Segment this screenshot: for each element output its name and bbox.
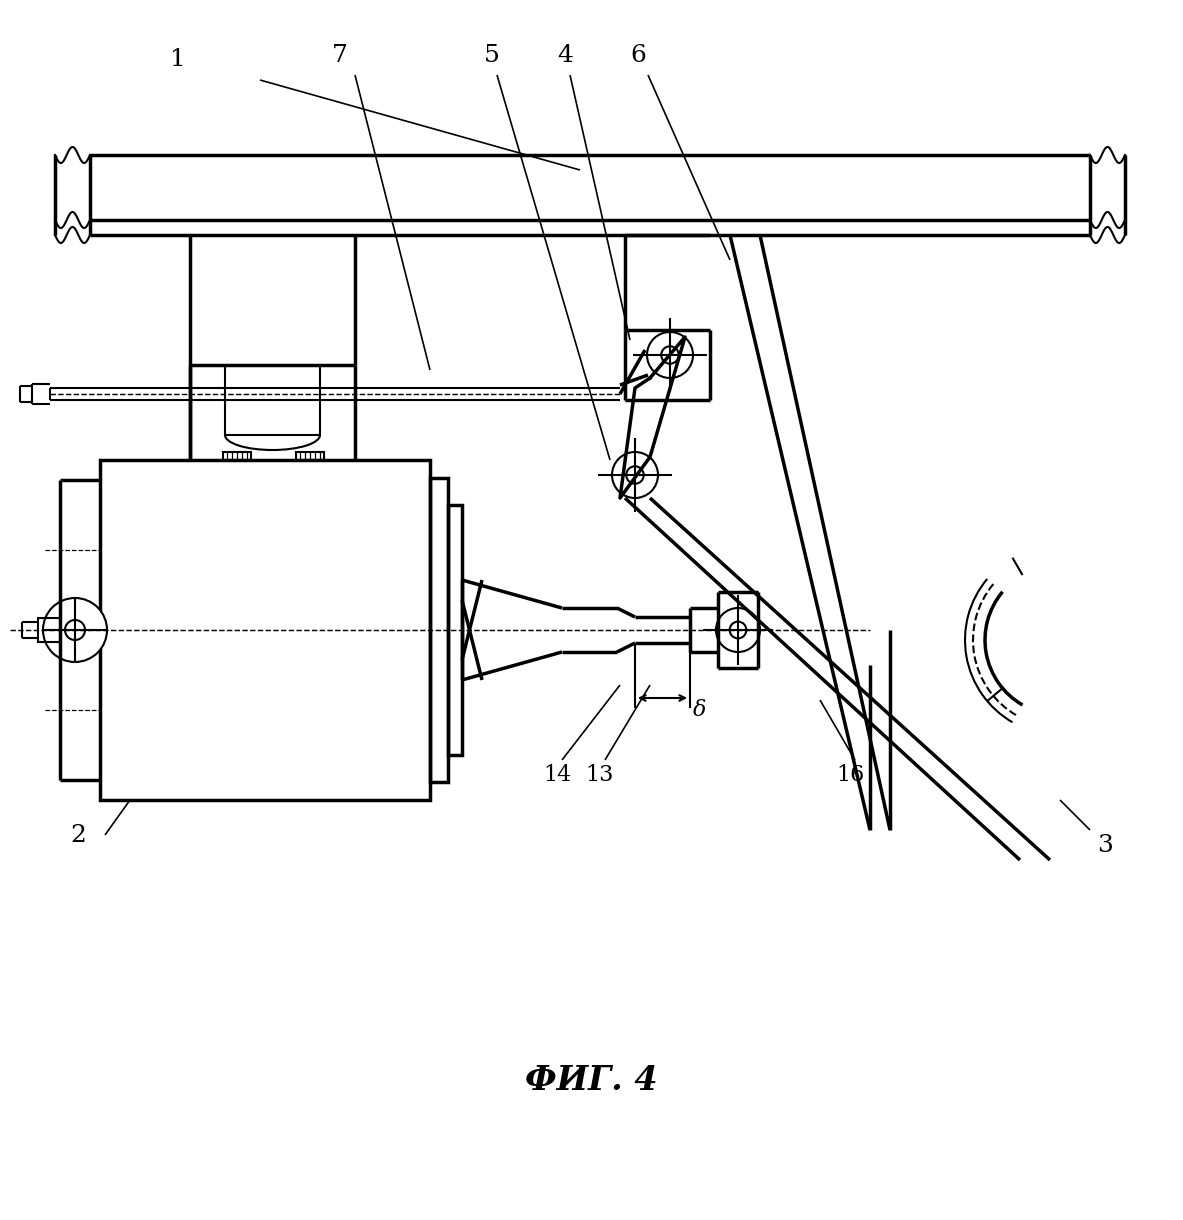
Bar: [101, 460, 429, 800]
Text: 6: 6: [631, 44, 646, 67]
Bar: [38, 619, 60, 642]
Text: 13: 13: [586, 764, 614, 786]
Text: 7: 7: [332, 44, 348, 67]
Bar: [224, 451, 251, 460]
Text: 2: 2: [70, 824, 86, 847]
Text: 16: 16: [836, 764, 864, 786]
Circle shape: [716, 608, 759, 651]
Bar: [448, 505, 463, 755]
Circle shape: [65, 620, 85, 640]
Circle shape: [661, 346, 679, 364]
Text: 14: 14: [543, 764, 571, 786]
Text: 5: 5: [484, 44, 500, 67]
Text: 1: 1: [170, 49, 186, 72]
Circle shape: [626, 466, 644, 484]
Bar: [429, 478, 448, 782]
Bar: [296, 451, 324, 460]
Text: 3: 3: [1097, 833, 1113, 856]
Circle shape: [612, 451, 658, 498]
Circle shape: [647, 332, 693, 378]
Text: ФИГ. 4: ФИГ. 4: [525, 1064, 658, 1097]
Circle shape: [43, 598, 106, 662]
Text: 4: 4: [557, 44, 573, 67]
Circle shape: [730, 622, 746, 638]
Text: δ: δ: [693, 699, 706, 721]
